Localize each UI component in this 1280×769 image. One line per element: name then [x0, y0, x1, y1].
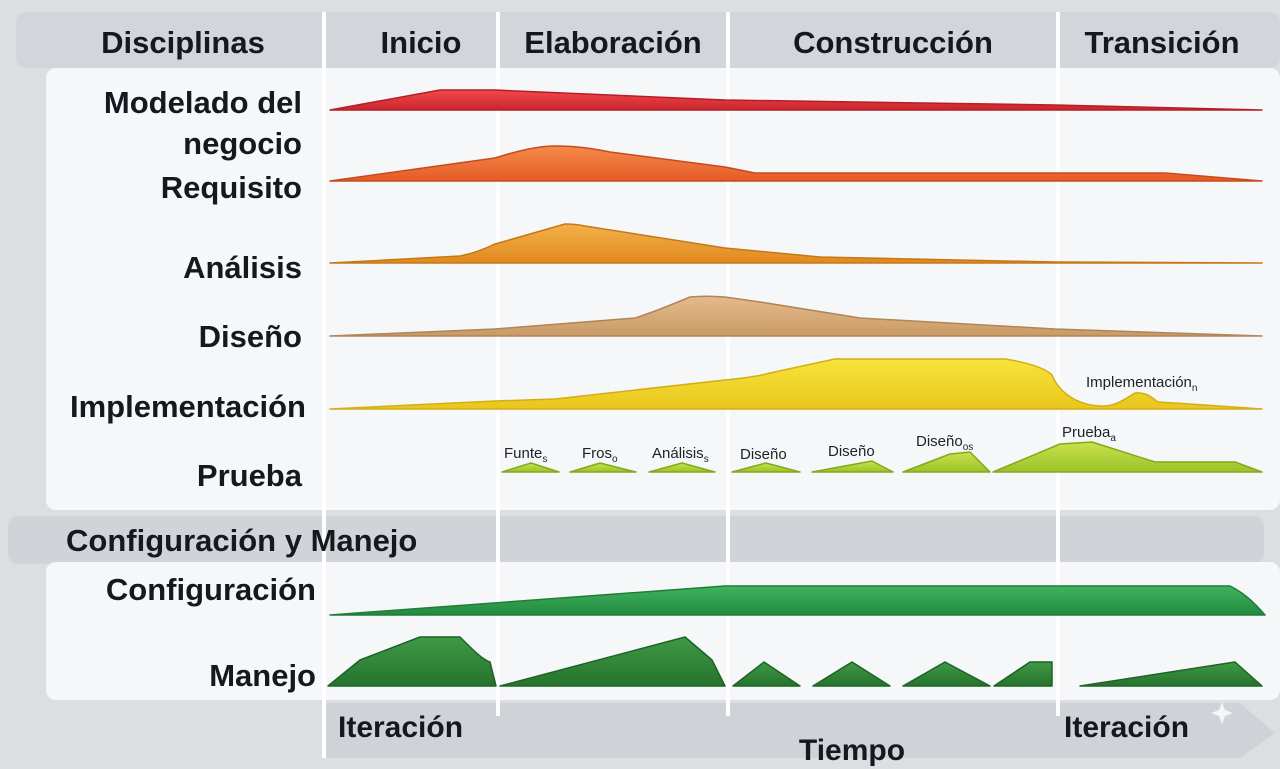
iteration-label-right: Iteración	[1064, 711, 1189, 744]
discipline-label-requisito: Requisito	[161, 170, 302, 205]
test-label-2: Froso	[582, 445, 618, 465]
curve-manejo-4	[812, 661, 891, 687]
disciplines-header: Disciplinas	[101, 25, 265, 60]
curve-diseno	[329, 295, 1263, 337]
curve-manejo-3	[732, 661, 801, 687]
test-label-1: Funtes	[504, 445, 547, 465]
curve-prueba-6	[902, 451, 991, 473]
support-label-manejo: Manejo	[209, 658, 316, 693]
curve-analisis	[329, 223, 1263, 264]
curve-prueba-4	[731, 462, 801, 473]
discipline-label-diseno: Diseño	[199, 319, 302, 354]
phase-inicio: Inicio	[381, 25, 462, 60]
implementation-annotation: Implementaciónn	[1086, 374, 1197, 394]
sparkle-icon	[1211, 702, 1233, 724]
curve-manejo-1	[327, 636, 497, 687]
test-label-4: Diseño	[740, 446, 787, 463]
test-label-7: Pruebaa	[1062, 424, 1116, 444]
curve-prueba-5	[811, 460, 894, 473]
phase-elaboracion: Elaboración	[524, 25, 701, 60]
discipline-label-modelado-line2: negocio	[183, 126, 302, 161]
support-title: Configuración y Manejo	[66, 523, 417, 558]
curve-manejo-2	[499, 636, 726, 687]
curve-implementacion	[329, 358, 1263, 410]
test-labels: Funtes Froso Análisiss Diseño Diseño Dis…	[504, 374, 1197, 465]
discipline-label-implementacion: Implementación	[70, 389, 306, 424]
test-label-3: Análisiss	[652, 445, 709, 465]
curve-prueba-7	[992, 441, 1263, 473]
curve-modelado	[329, 89, 1263, 111]
curve-manejo-7	[1079, 661, 1263, 687]
phase-transicion: Transición	[1084, 25, 1239, 60]
curve-prueba-2	[569, 462, 637, 473]
curve-prueba-1	[501, 462, 560, 473]
iteration-label-left: Iteración	[338, 711, 463, 744]
discipline-label-analisis: Análisis	[183, 250, 302, 285]
curve-requisito	[329, 145, 1263, 182]
workflow-curves	[327, 89, 1266, 687]
discipline-label-prueba: Prueba	[197, 458, 303, 493]
time-axis-label: Tiempo	[799, 734, 905, 767]
curve-configuracion	[329, 585, 1266, 616]
test-label-5: Diseño	[828, 443, 875, 460]
phase-construccion: Construcción	[793, 25, 993, 60]
curve-manejo-6	[993, 661, 1053, 687]
curve-manejo-5	[902, 661, 991, 687]
test-label-6: Diseñoos	[916, 433, 973, 453]
support-label-configuracion: Configuración	[106, 572, 316, 607]
discipline-label-modelado-line1: Modelado del	[104, 85, 302, 120]
curve-prueba-3	[648, 462, 716, 473]
